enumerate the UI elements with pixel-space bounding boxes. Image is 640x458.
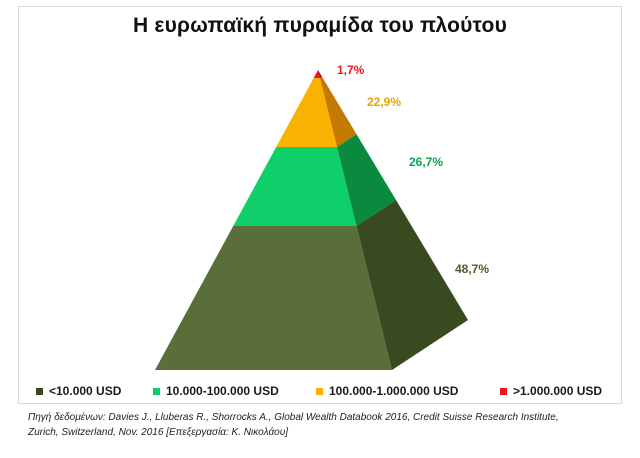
pyramid-segment-100k-1m-side xyxy=(320,76,357,147)
legend-swatch xyxy=(500,387,507,395)
legend-label: 100.000-1.000.000 USD xyxy=(329,384,459,398)
legend-label: >1.000.000 USD xyxy=(513,384,603,398)
legend-swatch xyxy=(36,387,43,395)
pyramid-segment-10k-100k-side xyxy=(337,134,396,226)
legend-swatch xyxy=(153,387,160,395)
legend-label: 10.000-100.000 USD xyxy=(166,384,279,398)
pyramid-segment-under-10k-side xyxy=(356,200,468,370)
source-line-2: Zurich, Switzerland, Nov. 2016 [Επεξεργα… xyxy=(28,427,288,438)
data-label-over-1m: 1,7% xyxy=(337,63,365,77)
chart-legend: <10.000 USD 10.000-100.000 USD 100.000-1… xyxy=(0,384,640,400)
pyramid-segment-over-1m-front xyxy=(313,70,320,78)
legend-swatch xyxy=(316,387,323,395)
pyramid-segment-over-1m-side xyxy=(318,70,322,78)
legend-item-under-10k: <10.000 USD xyxy=(36,384,121,398)
source-note: Πηγή δεδομένων: Davies J., Lluberas R., … xyxy=(28,410,628,440)
data-label-10k-100k: 26,7% xyxy=(409,155,443,169)
legend-item-over-1m: >1.000.000 USD xyxy=(500,384,602,398)
chart-title: Η ευρωπαϊκή πυραμίδα του πλούτου xyxy=(133,14,507,37)
pyramid-segment-10k-100k-front xyxy=(233,147,357,226)
legend-item-10k-100k: 10.000-100.000 USD xyxy=(153,384,279,398)
pyramid-segment-100k-1m-front xyxy=(276,78,337,147)
legend-item-100k-1m: 100.000-1.000.000 USD xyxy=(316,384,458,398)
legend-label: <10.000 USD xyxy=(49,384,122,398)
pyramid-segment-under-10k-front xyxy=(155,226,392,370)
source-line-1: Πηγή δεδομένων: Davies J., Lluberas R., … xyxy=(28,412,559,423)
data-label-100k-1m: 22,9% xyxy=(367,95,401,109)
data-label-under-10k: 48,7% xyxy=(455,262,489,276)
